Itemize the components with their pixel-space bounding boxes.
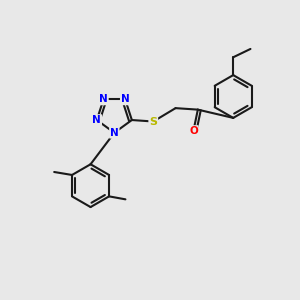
- Text: N: N: [121, 94, 130, 104]
- Text: N: N: [92, 115, 101, 125]
- Text: N: N: [110, 128, 119, 138]
- Text: N: N: [99, 94, 108, 104]
- Text: S: S: [149, 116, 157, 127]
- Text: O: O: [189, 126, 198, 136]
